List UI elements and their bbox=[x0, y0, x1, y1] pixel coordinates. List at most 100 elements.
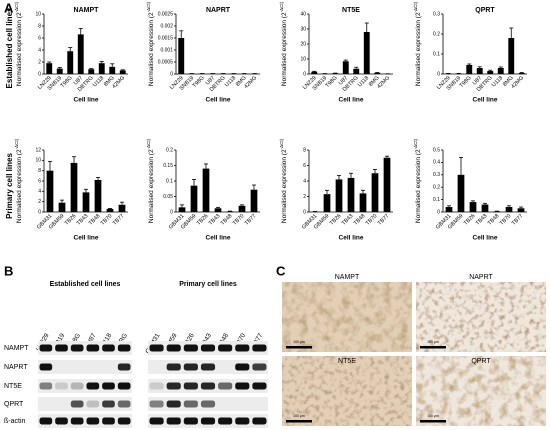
panel-letter: A bbox=[4, 0, 14, 15]
y-axis-label-exponent: -ΔCt) bbox=[413, 138, 418, 149]
bar bbox=[374, 72, 381, 74]
blot-band bbox=[102, 417, 115, 425]
x-axis-label: Cell line bbox=[74, 97, 99, 104]
blot-band bbox=[218, 417, 233, 425]
y-tick-label: 0 bbox=[303, 71, 306, 77]
blot-band bbox=[102, 400, 115, 408]
blot-band bbox=[235, 382, 250, 390]
y-tick-label: 30 bbox=[300, 26, 306, 32]
blot-band bbox=[70, 400, 84, 408]
chart-title: NT5E bbox=[342, 7, 360, 14]
y-tick-label: 0.0005 bbox=[158, 59, 174, 65]
x-axis-label: Cell line bbox=[339, 97, 364, 104]
tissue-texture bbox=[282, 282, 412, 352]
protein-label: NAPRT bbox=[4, 364, 28, 371]
x-tick-label: TB70 bbox=[365, 213, 379, 227]
y-tick-label: 8 bbox=[38, 168, 41, 174]
y-tick-label: 4 bbox=[38, 189, 41, 195]
protein-label: QPRT bbox=[4, 401, 24, 408]
bar bbox=[383, 157, 391, 212]
y-tick-label: 0.5 bbox=[433, 147, 440, 153]
x-tick-label: TB77 bbox=[112, 213, 126, 227]
blot-band bbox=[166, 382, 181, 390]
blot-band bbox=[149, 382, 164, 390]
x-tick-label: TB48 bbox=[353, 213, 367, 227]
blot-band bbox=[166, 363, 181, 371]
bar bbox=[250, 189, 258, 212]
x-axis-label: Cell line bbox=[473, 235, 498, 242]
blot-band bbox=[166, 400, 181, 408]
bar bbox=[214, 208, 222, 212]
scale-label: 100 μm bbox=[293, 414, 305, 418]
bar bbox=[469, 202, 477, 212]
blot-band bbox=[70, 382, 84, 390]
bar bbox=[56, 68, 63, 74]
row-label: Established cell lines bbox=[5, 7, 14, 88]
bar bbox=[109, 66, 116, 74]
y-tick-label: 4 bbox=[303, 178, 306, 184]
blot-band bbox=[218, 344, 233, 352]
x-tick-label: TB43 bbox=[208, 213, 222, 227]
x-tick-label: U118 bbox=[224, 75, 237, 88]
y-axis-label: Normalised expression (2-ΔCt) bbox=[146, 1, 155, 86]
bar bbox=[481, 204, 489, 212]
x-tick-label: TB70 bbox=[499, 213, 513, 227]
bar bbox=[82, 192, 90, 212]
blot-band bbox=[117, 400, 131, 408]
chart-title: NAPRT bbox=[206, 7, 231, 14]
y-axis-label-text: Normalised expression (2 bbox=[415, 149, 422, 223]
bar bbox=[493, 211, 501, 212]
blot-band bbox=[252, 382, 267, 390]
y-tick-label: 0.4 bbox=[433, 160, 440, 166]
bar bbox=[202, 168, 210, 212]
y-tick-label: 10 bbox=[35, 11, 41, 17]
y-tick-label: 4 bbox=[38, 47, 41, 53]
y-tick-label: 2 bbox=[303, 194, 306, 200]
image-label: NAPRT bbox=[469, 274, 493, 281]
bar bbox=[58, 202, 66, 212]
y-tick-label: 10 bbox=[35, 158, 41, 164]
y-tick-label: 40 bbox=[300, 11, 306, 17]
y-axis-label: Normalised expression (2-ΔCt) bbox=[413, 138, 422, 223]
x-tick-label: U87 bbox=[205, 75, 216, 86]
bar bbox=[363, 32, 370, 74]
image-label: NAMPT bbox=[335, 274, 360, 281]
scale-label: 100 μm bbox=[293, 340, 305, 344]
x-tick-label: TB43 bbox=[341, 213, 355, 227]
y-axis-label: Normalised expression (2-ΔCt) bbox=[279, 1, 288, 86]
blot-band bbox=[235, 417, 250, 425]
x-tick-label: U87 bbox=[338, 75, 349, 86]
chart-title: QPRT bbox=[475, 7, 495, 14]
bar bbox=[98, 63, 105, 74]
blot-strip bbox=[38, 360, 132, 374]
y-tick-label: 12 bbox=[35, 147, 41, 153]
y-tick-label: 20 bbox=[300, 41, 306, 47]
y-axis-label-exponent: -ΔCt) bbox=[146, 138, 151, 149]
bar bbox=[335, 179, 343, 212]
blot-band bbox=[252, 344, 267, 352]
blot-band bbox=[55, 344, 68, 352]
bar bbox=[238, 205, 246, 212]
y-axis-label-exponent: -ΔCt) bbox=[14, 138, 19, 149]
blot-band bbox=[117, 417, 131, 425]
tissue-texture bbox=[282, 356, 412, 426]
y-tick-label: 0 bbox=[170, 209, 173, 215]
blot-band bbox=[149, 344, 164, 352]
blot-band bbox=[39, 363, 53, 371]
tissue-texture bbox=[416, 356, 546, 426]
x-tick-label: TB26 bbox=[463, 213, 477, 227]
y-tick-label: 0.2 bbox=[433, 185, 440, 191]
bar bbox=[178, 207, 186, 212]
blot-band bbox=[117, 344, 131, 352]
blot-band bbox=[39, 382, 53, 390]
blot-band bbox=[183, 382, 198, 390]
scale-label: 100 μm bbox=[427, 414, 439, 418]
y-tick-label: 0 bbox=[437, 209, 440, 215]
blot-band bbox=[235, 363, 250, 371]
blot-band bbox=[102, 344, 115, 352]
bar bbox=[457, 174, 465, 212]
x-tick-label: TB43 bbox=[76, 213, 90, 227]
y-tick-label: 0.05 bbox=[163, 194, 173, 200]
bar bbox=[347, 177, 355, 212]
y-tick-label: 0.1 bbox=[433, 51, 440, 57]
